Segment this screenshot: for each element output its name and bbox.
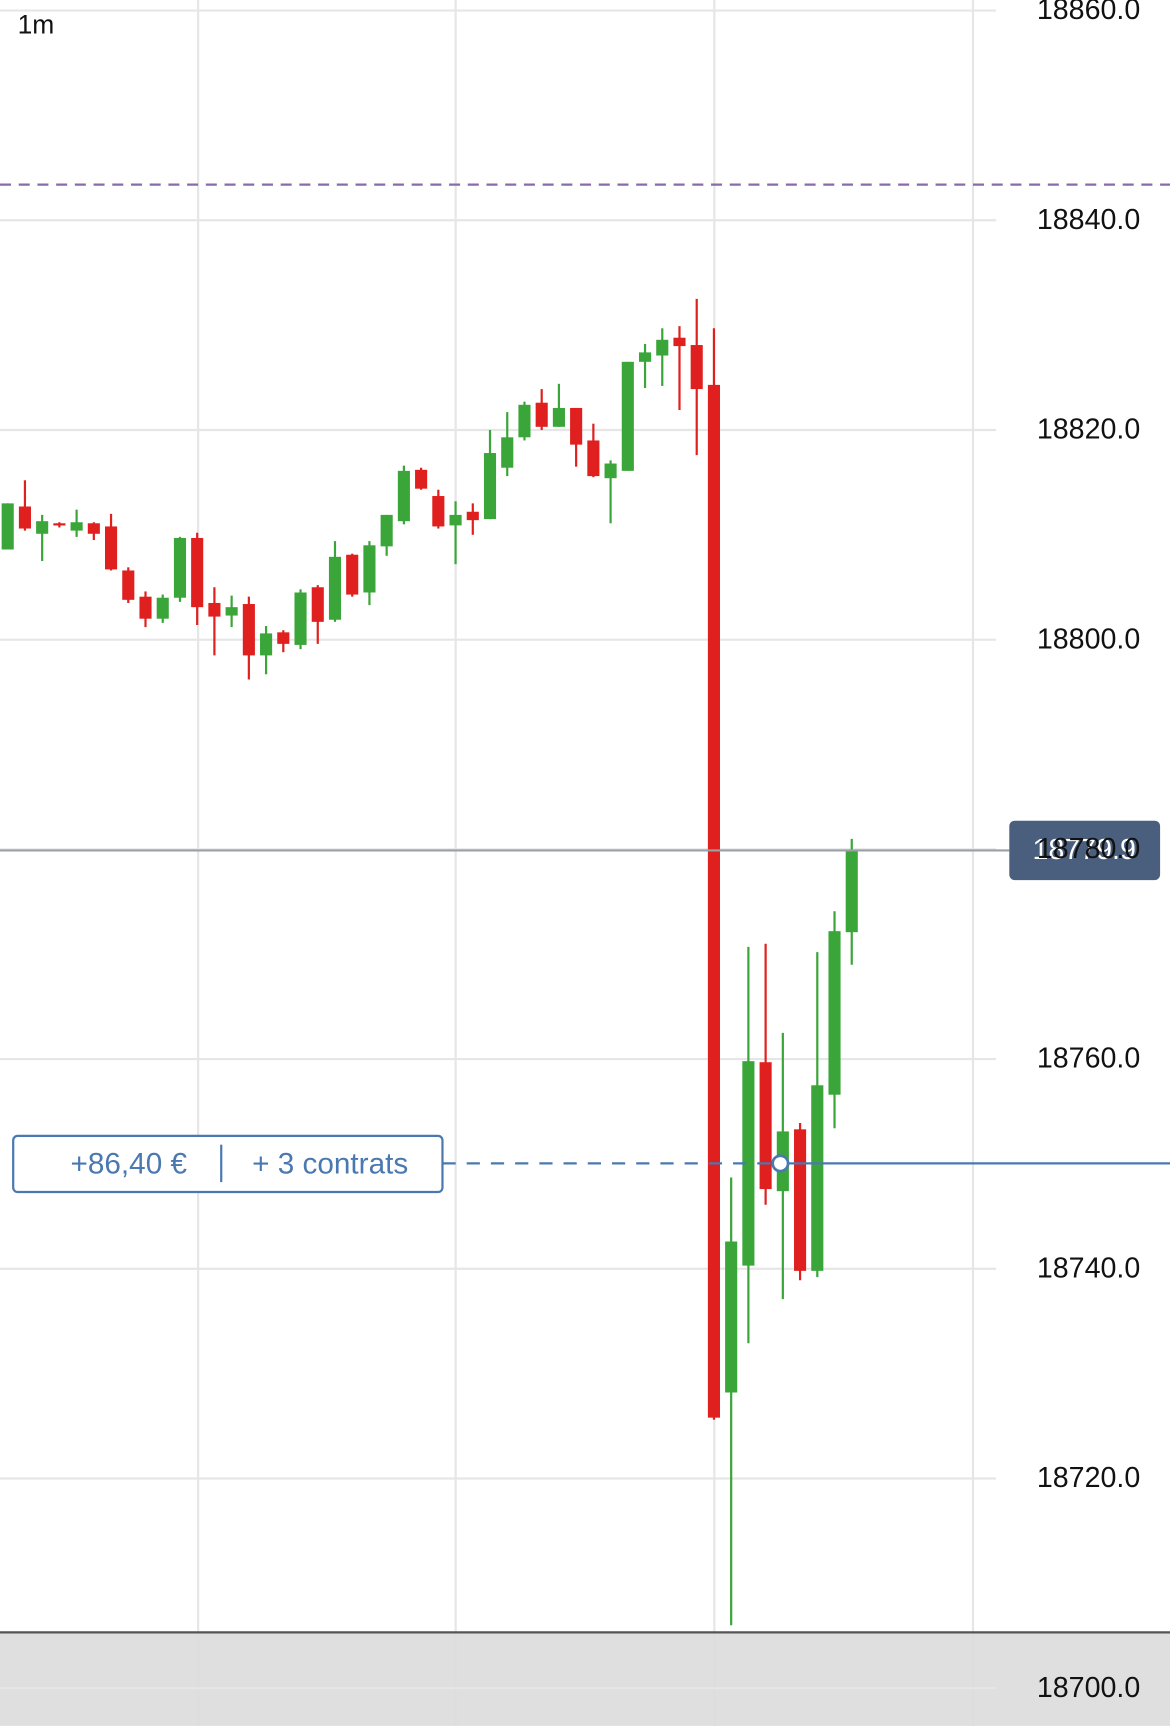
candle-body [845, 850, 858, 933]
candle-body [604, 463, 617, 479]
candle-body [277, 632, 290, 644]
candle-body [725, 1241, 738, 1393]
candle-body [346, 554, 359, 595]
last-price-label: 18779.9 [1032, 834, 1135, 866]
candle-body [18, 506, 31, 529]
timeframe-label: 1m [18, 9, 55, 39]
candle-body [242, 604, 255, 656]
position-box [12, 1134, 444, 1194]
candle-body [53, 523, 66, 526]
candle-body [811, 1085, 824, 1271]
candle-body [432, 496, 445, 527]
candle-body [87, 523, 100, 534]
candle-body [380, 514, 393, 547]
candle-body [466, 511, 479, 521]
candle-body [397, 470, 410, 522]
candle-body [759, 1062, 772, 1190]
position-size: + 3 contrats [252, 1147, 408, 1180]
candle-body [294, 592, 307, 645]
candle-body [690, 345, 703, 390]
y-tick-label: 18760.0 [1037, 1043, 1140, 1075]
candle-body [673, 337, 686, 347]
candle-body [483, 453, 497, 520]
candle-body [328, 556, 342, 620]
candle-body [415, 469, 428, 489]
candle-body [518, 404, 531, 438]
candle-body [587, 440, 600, 477]
candle-body [225, 607, 238, 616]
candle-body [311, 587, 324, 622]
y-tick-label: 18700.0 [1037, 1672, 1140, 1704]
candle-body [535, 402, 548, 427]
candle-body [449, 514, 462, 526]
price-axis: 18700.0 18720.0 18740.0 18760.0 18780.0 18800… [1037, 0, 1140, 1704]
candle-body [36, 521, 49, 534]
candle-body [656, 339, 669, 356]
y-tick-label: 18780.0 [1037, 833, 1140, 865]
bottom-panel [0, 1632, 1170, 1726]
candle-body [742, 1061, 755, 1266]
y-tick-label: 18840.0 [1037, 204, 1140, 236]
candle-body [105, 526, 118, 570]
candle-body [122, 570, 135, 600]
candle-body [208, 602, 221, 617]
y-tick-label: 18740.0 [1037, 1252, 1140, 1284]
last-price-tag [1009, 820, 1161, 881]
candle-body [638, 352, 652, 362]
candle-body [621, 361, 634, 471]
candle-body [570, 407, 583, 445]
candle-body [156, 597, 169, 619]
candle-body [139, 596, 152, 619]
candle-body [173, 537, 187, 598]
y-tick-label: 18720.0 [1037, 1462, 1140, 1494]
y-tick-label: 18820.0 [1037, 414, 1140, 446]
candle-body [828, 931, 841, 1095]
candle-body [552, 407, 565, 427]
candle-body [501, 437, 514, 468]
candle-body [794, 1129, 807, 1271]
candle-body [1, 503, 14, 550]
y-tick-label: 18800.0 [1037, 623, 1140, 655]
position-handle[interactable] [771, 1154, 790, 1173]
y-tick-label: 18860.0 [1037, 0, 1140, 26]
overlays: 18779.9 +86,40 € + 3 contrats [0, 183, 1170, 1194]
position-label[interactable]: +86,40 € + 3 contrats [12, 1134, 444, 1194]
candle-body [70, 522, 83, 531]
position-pnl: +86,40 € [71, 1147, 188, 1180]
candle-body [191, 537, 204, 608]
candle-body [260, 633, 273, 656]
candle-body [363, 545, 376, 593]
candle-body [707, 384, 720, 1418]
